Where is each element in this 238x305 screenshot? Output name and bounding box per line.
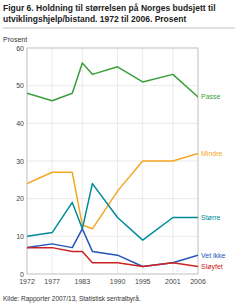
- y-tick-label: 40: [16, 120, 24, 127]
- y-grid-line: [27, 85, 198, 86]
- series-line: [27, 248, 198, 267]
- x-tick-label: 1977: [44, 278, 60, 285]
- series-line: [27, 63, 198, 101]
- y-axis-label: Prosent: [3, 36, 27, 43]
- x-grid-line: [52, 48, 53, 274]
- title-line: Figur 6. Holdning til størrelsen på Norg…: [3, 3, 216, 13]
- source: Kilde: Rapporter 2007/13, Statistisk sen…: [3, 295, 141, 303]
- series-label: Vet ikke: [201, 252, 226, 259]
- x-tick-label: 1990: [110, 278, 126, 285]
- series-line: [27, 184, 198, 241]
- series-label: Sløyfet: [201, 263, 223, 271]
- x-tick-label: 1995: [135, 278, 151, 285]
- series-lines: [27, 63, 198, 266]
- series-label: Passe: [201, 93, 221, 100]
- x-tick-label: 1983: [75, 278, 91, 285]
- x-tick-label: 2001: [165, 278, 181, 285]
- y-tick-label: 0: [20, 271, 24, 278]
- chart: Figur 6. Holdning til størrelsen på Norg…: [0, 0, 238, 305]
- y-tick-label: 60: [16, 45, 24, 52]
- grid: [27, 48, 198, 274]
- title-line: utviklingshjelp/bistand. 1972 til 2006. …: [3, 14, 186, 24]
- title-rule: [3, 28, 235, 29]
- series-label: Mindre: [201, 150, 223, 157]
- series-line: [27, 229, 198, 267]
- x-tick-label: 1972: [19, 278, 35, 285]
- x-grid-line: [117, 48, 118, 274]
- x-tick-label: 2006: [190, 278, 206, 285]
- plot-frame: [27, 48, 198, 274]
- x-grid-line: [82, 48, 83, 274]
- y-tick-label: 20: [16, 195, 24, 202]
- y-tick-label: 10: [16, 233, 24, 240]
- y-tick-label: 50: [16, 82, 24, 89]
- y-tick-label: 30: [16, 158, 24, 165]
- title: Figur 6. Holdning til størrelsen på Norg…: [3, 3, 216, 24]
- y-grid-line: [27, 236, 198, 237]
- series-label: Større: [201, 214, 221, 221]
- y-grid-line: [27, 123, 198, 124]
